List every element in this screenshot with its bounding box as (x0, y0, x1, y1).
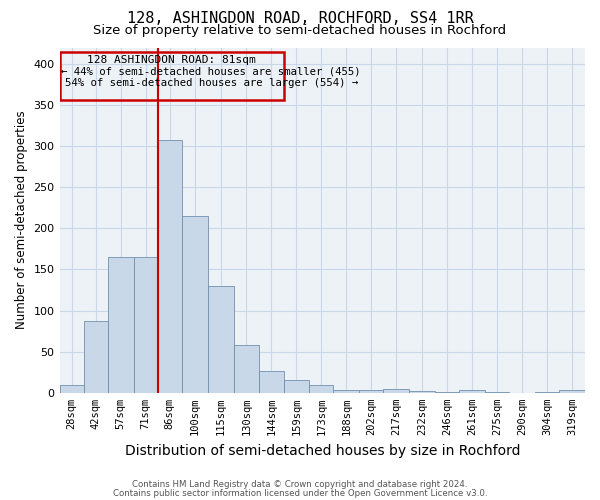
Bar (83, 322, 108, 393)
Y-axis label: Number of semi-detached properties: Number of semi-detached properties (15, 111, 28, 330)
Bar (182, 216, 208, 393)
Bar (108, 257, 134, 393)
Bar (310, 384, 334, 393)
Bar (233, 345, 259, 393)
Text: 128 ASHINGDON ROAD: 81sqm: 128 ASHINGDON ROAD: 81sqm (87, 55, 256, 65)
Bar (334, 390, 359, 393)
Bar (158, 140, 182, 393)
Bar (485, 392, 509, 393)
Bar (359, 390, 383, 393)
Text: Contains HM Land Registry data © Crown copyright and database right 2024.: Contains HM Land Registry data © Crown c… (132, 480, 468, 489)
Bar (383, 388, 409, 393)
Bar (459, 390, 485, 393)
Text: Contains public sector information licensed under the Open Government Licence v3: Contains public sector information licen… (113, 488, 487, 498)
Bar (59, 384, 83, 393)
X-axis label: Distribution of semi-detached houses by size in Rochford: Distribution of semi-detached houses by … (125, 444, 520, 458)
Text: 54% of semi-detached houses are larger (554) →: 54% of semi-detached houses are larger (… (65, 78, 358, 88)
Bar (535, 392, 559, 393)
Bar (59, 52, 284, 100)
Bar (435, 392, 459, 393)
Bar (559, 390, 585, 393)
Bar (134, 257, 158, 393)
Text: 128, ASHINGDON ROAD, ROCHFORD, SS4 1RR: 128, ASHINGDON ROAD, ROCHFORD, SS4 1RR (127, 11, 473, 26)
Bar (284, 380, 310, 393)
Text: Size of property relative to semi-detached houses in Rochford: Size of property relative to semi-detach… (94, 24, 506, 37)
Text: ← 44% of semi-detached houses are smaller (455): ← 44% of semi-detached houses are smalle… (61, 66, 361, 76)
Bar (208, 286, 233, 393)
Bar (409, 391, 435, 393)
Bar (259, 370, 284, 393)
